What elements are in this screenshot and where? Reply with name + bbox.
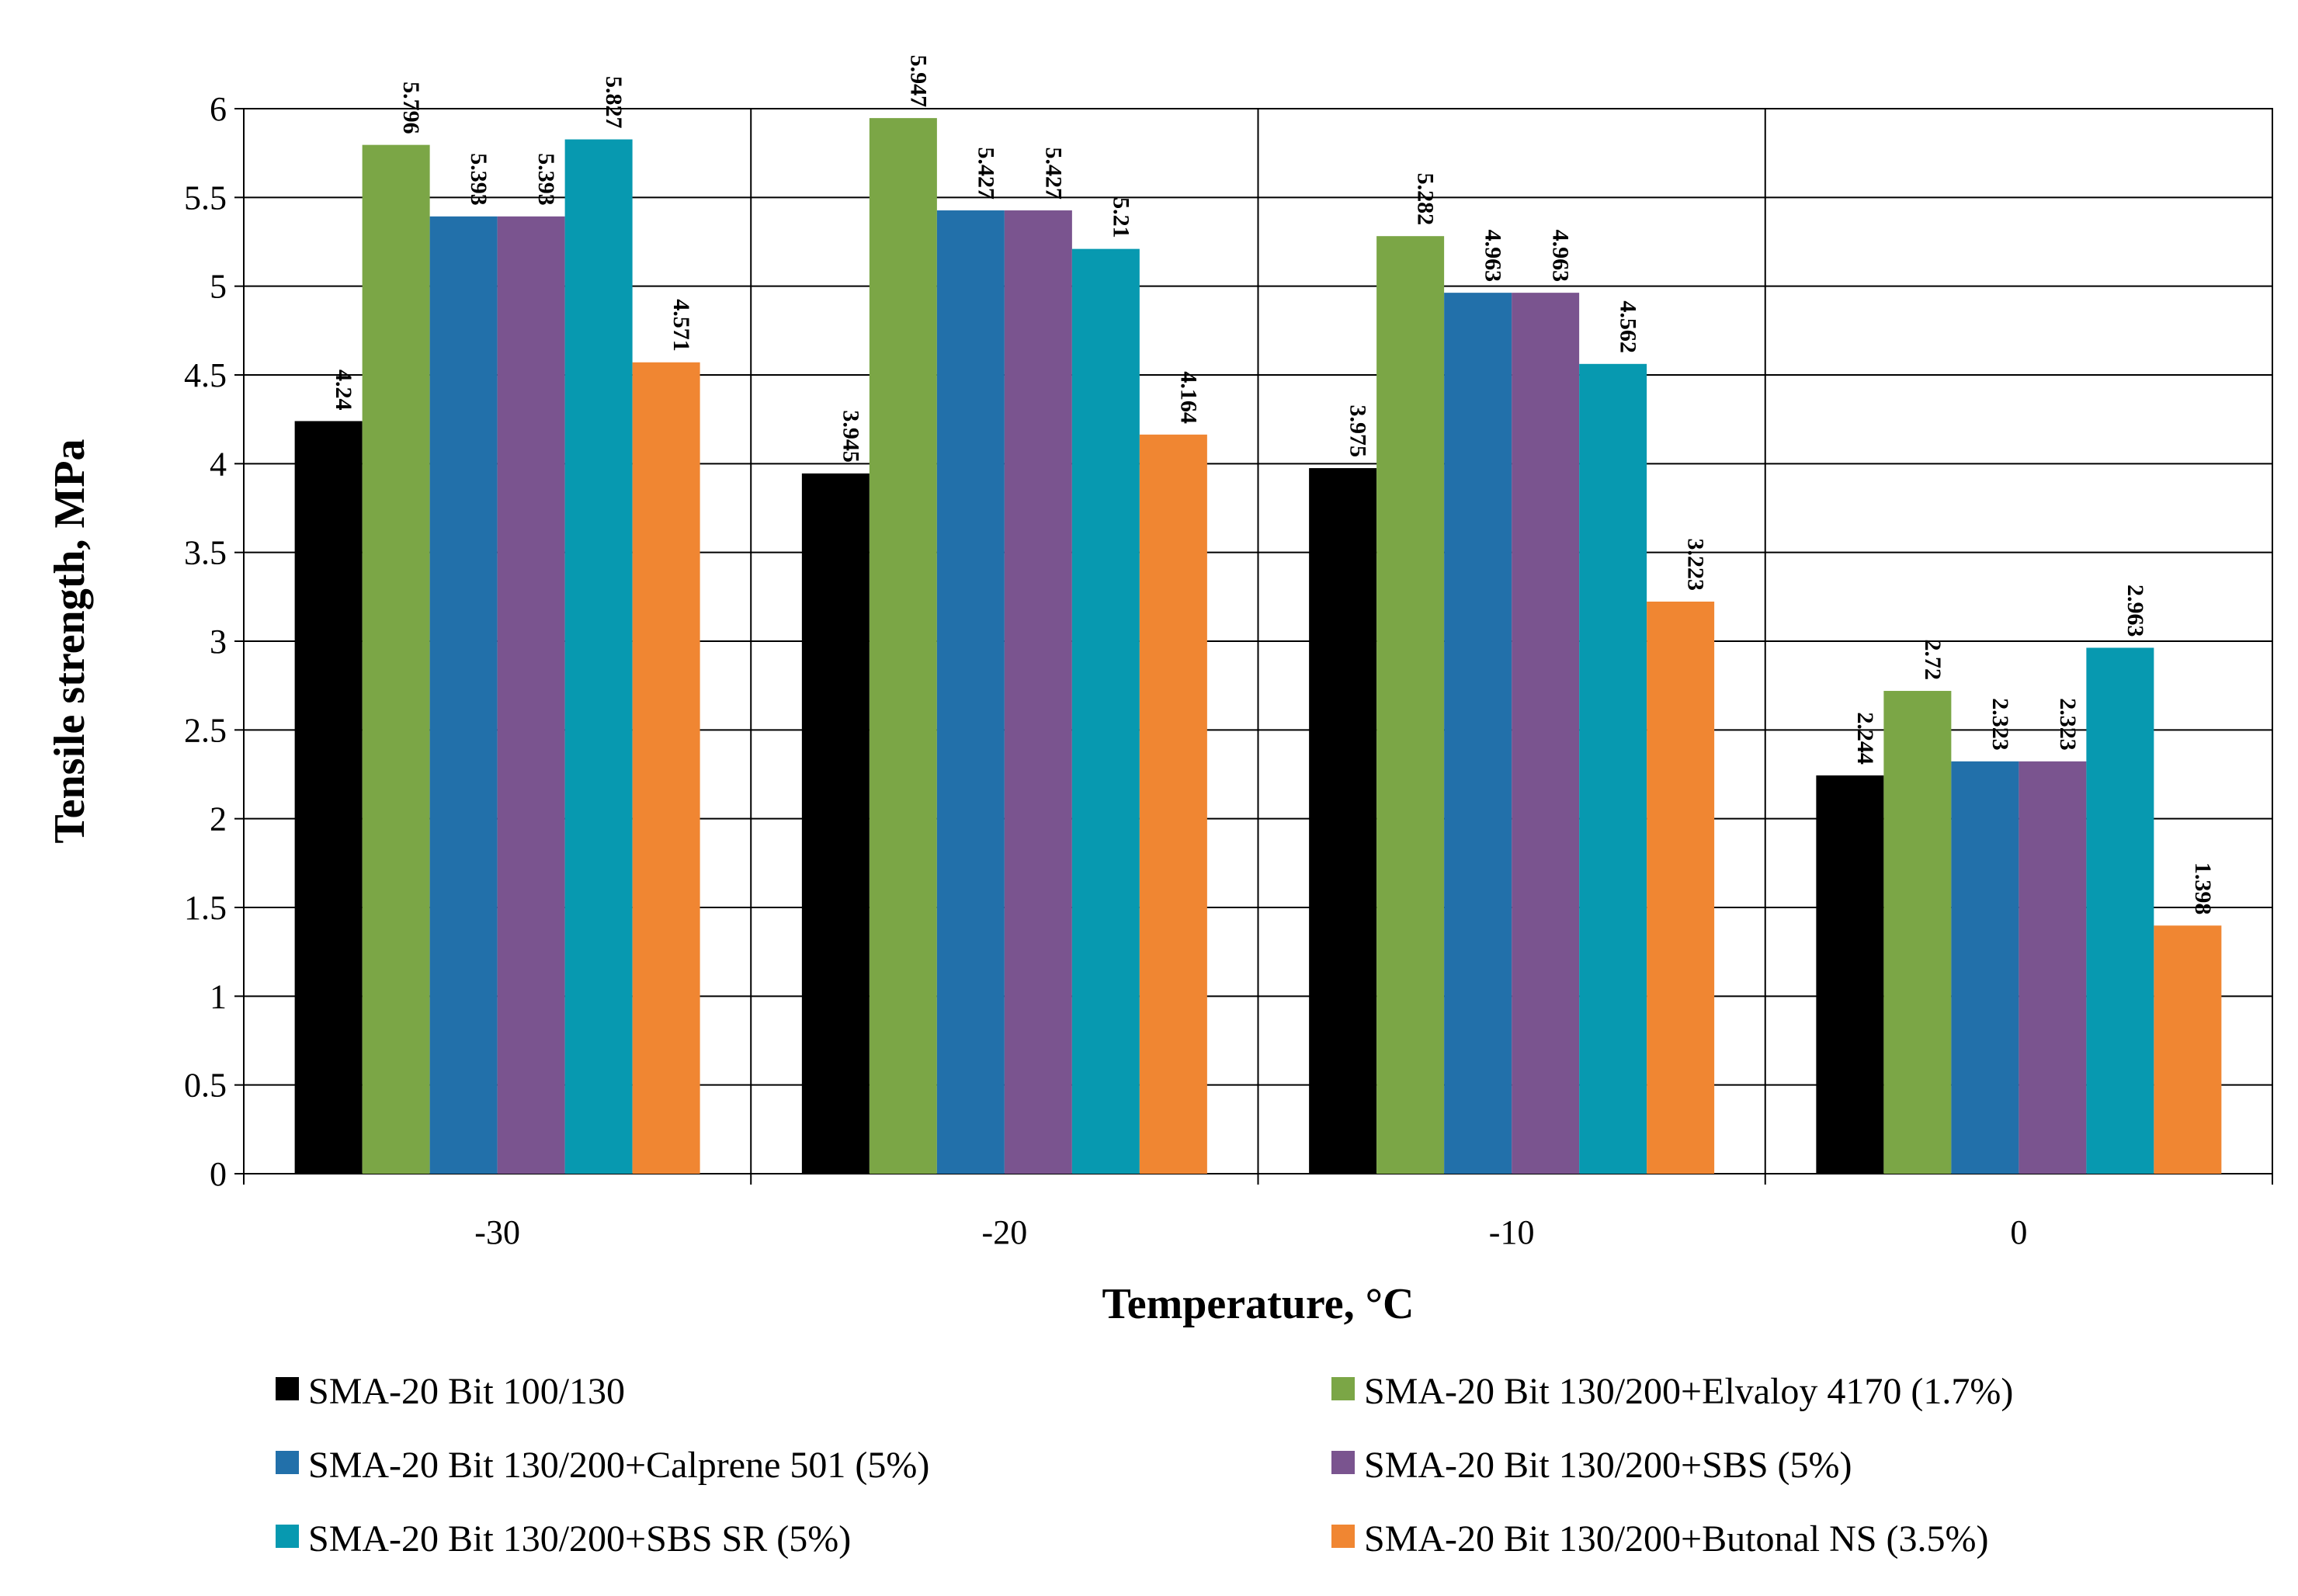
bar	[936, 210, 1005, 1174]
bar	[1883, 691, 1952, 1174]
x-category-label: 0	[2010, 1213, 2027, 1251]
bar	[294, 421, 363, 1174]
x-category-label: -10	[1489, 1213, 1535, 1251]
bar	[1579, 363, 1647, 1174]
data-label: 5.827	[601, 76, 627, 129]
data-label: 5.21	[1108, 197, 1133, 238]
bar	[1816, 775, 1884, 1174]
data-label: 2.244	[1852, 712, 1878, 765]
y-tick-label: 0	[210, 1155, 227, 1193]
bar	[1512, 293, 1580, 1174]
data-label: 2.963	[2123, 585, 2148, 637]
data-label: 2.323	[2055, 698, 2081, 751]
legend-swatch	[1331, 1377, 1355, 1400]
data-label: 4.562	[1616, 300, 1641, 353]
data-label: 4.164	[1175, 371, 1201, 424]
data-label: 2.323	[1987, 698, 2013, 751]
bar	[1139, 434, 1207, 1174]
bar	[2086, 647, 2154, 1174]
data-label: 5.947	[905, 55, 931, 108]
legend-label: SMA-20 Bit 130/200+Elvaloy 4170 (1.7%)	[1364, 1371, 2013, 1412]
bar	[362, 144, 430, 1174]
data-label: 2.72	[1920, 640, 1946, 681]
legend-label: SMA-20 Bit 130/200+SBS SR (5%)	[308, 1518, 851, 1560]
y-tick-label: 6	[210, 90, 227, 128]
y-tick-label: 3	[210, 623, 227, 661]
y-tick-label: 4.5	[184, 356, 227, 394]
data-label: 4.963	[1481, 230, 1506, 283]
bar	[1071, 248, 1140, 1174]
x-category-label: -20	[982, 1213, 1028, 1251]
bar	[801, 473, 870, 1174]
y-tick-label: 1.5	[184, 889, 227, 927]
bar	[564, 139, 633, 1174]
data-label: 3.945	[838, 410, 863, 463]
data-label: 5.393	[533, 153, 559, 206]
bar	[1647, 602, 1715, 1174]
legend-label: SMA-20 Bit 130/200+Calprene 501 (5%)	[308, 1445, 929, 1486]
data-label: 1.398	[2190, 862, 2216, 915]
bar	[869, 118, 937, 1174]
bar	[2019, 761, 2087, 1174]
data-label: 4.963	[1548, 230, 1574, 283]
data-label: 3.223	[1683, 539, 1709, 592]
y-tick-label: 1	[210, 977, 227, 1015]
y-tick-label: 3.5	[184, 534, 227, 572]
y-tick-label: 0.5	[184, 1067, 227, 1105]
y-tick-label: 5.5	[184, 179, 227, 217]
x-axis-title: Temperature, °C	[1102, 1280, 1415, 1328]
bar	[632, 362, 700, 1174]
y-tick-label: 5	[210, 268, 227, 306]
y-tick-label: 2.5	[184, 711, 227, 749]
data-label: 4.24	[331, 370, 356, 411]
y-axis-title: Tensile strength, MPa	[46, 439, 94, 843]
legend-label: SMA-20 Bit 130/200+Butonal NS (3.5%)	[1364, 1518, 1988, 1560]
x-category-label: -30	[474, 1213, 520, 1251]
data-label: 3.975	[1345, 405, 1371, 458]
bar	[1444, 293, 1512, 1174]
data-label: 4.571	[668, 299, 694, 352]
bar	[2154, 925, 2222, 1174]
y-tick-label: 2	[210, 800, 227, 838]
data-label: 5.427	[973, 147, 998, 200]
bar	[1309, 468, 1377, 1174]
legend-swatch	[276, 1525, 299, 1548]
legend-label: SMA-20 Bit 100/130	[308, 1371, 625, 1412]
legend-swatch	[1331, 1525, 1355, 1548]
data-label: 5.796	[398, 82, 424, 134]
bar	[1376, 236, 1445, 1174]
data-label: 5.282	[1413, 173, 1439, 226]
legend-label: SMA-20 Bit 130/200+SBS (5%)	[1364, 1445, 1852, 1486]
bar	[1951, 761, 2019, 1174]
bar	[497, 216, 565, 1174]
legend-swatch	[276, 1451, 299, 1474]
bar	[1004, 210, 1072, 1174]
bar	[429, 216, 498, 1174]
y-tick-label: 4	[210, 445, 227, 483]
data-label: 5.393	[466, 153, 491, 206]
legend-swatch	[1331, 1451, 1355, 1474]
legend-swatch	[276, 1377, 299, 1400]
data-label: 5.427	[1040, 147, 1066, 200]
